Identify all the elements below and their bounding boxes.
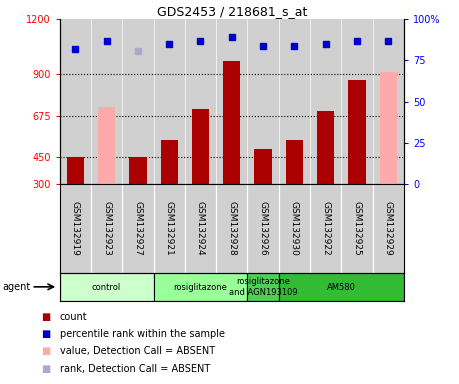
Bar <box>341 19 373 184</box>
Bar <box>223 61 241 184</box>
Text: GSM132927: GSM132927 <box>134 201 142 256</box>
Text: ■: ■ <box>41 329 50 339</box>
Text: ■: ■ <box>41 346 50 356</box>
Text: GSM132926: GSM132926 <box>258 201 268 256</box>
Text: GSM132923: GSM132923 <box>102 201 111 256</box>
Bar <box>247 19 279 184</box>
FancyBboxPatch shape <box>247 273 279 301</box>
Text: count: count <box>60 312 87 322</box>
Text: GSM132921: GSM132921 <box>165 201 174 256</box>
Bar <box>98 107 115 184</box>
Bar <box>122 19 154 184</box>
Text: GSM132929: GSM132929 <box>384 201 393 256</box>
Bar <box>373 19 404 184</box>
Bar <box>129 157 146 184</box>
Text: rank, Detection Call = ABSENT: rank, Detection Call = ABSENT <box>60 364 210 374</box>
Bar <box>286 140 303 184</box>
Bar <box>317 111 334 184</box>
Bar <box>310 19 341 184</box>
Bar <box>348 80 365 184</box>
Bar <box>154 19 185 184</box>
Text: ■: ■ <box>41 312 50 322</box>
Bar <box>161 140 178 184</box>
Bar <box>91 19 122 184</box>
Text: GSM132919: GSM132919 <box>71 201 80 256</box>
Bar <box>192 109 209 184</box>
Text: percentile rank within the sample: percentile rank within the sample <box>60 329 224 339</box>
Text: GSM132924: GSM132924 <box>196 201 205 256</box>
Bar <box>67 157 84 184</box>
Text: GSM132922: GSM132922 <box>321 201 330 256</box>
Text: AM580: AM580 <box>327 283 356 291</box>
FancyBboxPatch shape <box>279 273 404 301</box>
Bar <box>185 19 216 184</box>
Text: GSM132925: GSM132925 <box>353 201 362 256</box>
Text: value, Detection Call = ABSENT: value, Detection Call = ABSENT <box>60 346 215 356</box>
Bar <box>279 19 310 184</box>
Bar <box>380 73 397 184</box>
Bar <box>216 19 247 184</box>
Text: ■: ■ <box>41 364 50 374</box>
Bar <box>60 19 91 184</box>
Text: rosiglitazone: rosiglitazone <box>174 283 228 291</box>
FancyBboxPatch shape <box>154 273 247 301</box>
Title: GDS2453 / 218681_s_at: GDS2453 / 218681_s_at <box>157 5 307 18</box>
Text: GSM132930: GSM132930 <box>290 201 299 256</box>
FancyBboxPatch shape <box>60 273 154 301</box>
Text: agent: agent <box>2 282 31 292</box>
Text: control: control <box>92 283 121 291</box>
Bar <box>254 149 272 184</box>
Text: rosiglitazone
and AGN193109: rosiglitazone and AGN193109 <box>229 277 297 297</box>
Text: GSM132928: GSM132928 <box>227 201 236 256</box>
